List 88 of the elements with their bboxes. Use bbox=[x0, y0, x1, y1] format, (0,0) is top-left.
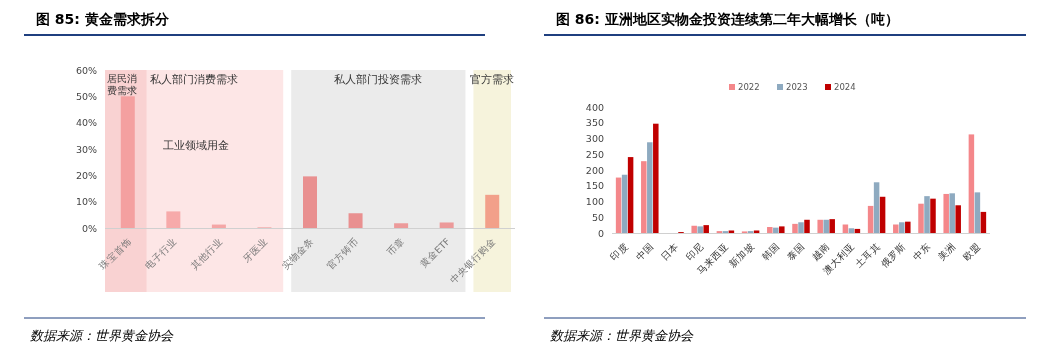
bar bbox=[955, 205, 961, 233]
bar bbox=[703, 225, 709, 233]
bar bbox=[949, 193, 955, 233]
bar bbox=[728, 230, 735, 233]
bar bbox=[974, 192, 981, 233]
bar bbox=[905, 221, 911, 233]
x-tick-label: 中国 bbox=[633, 240, 656, 263]
band-label: 私人部门投资需求 bbox=[334, 73, 423, 85]
bar bbox=[621, 174, 628, 233]
x-tick-label: 韩国 bbox=[759, 240, 782, 263]
y-tick-label: 150 bbox=[585, 180, 604, 192]
legend-label: 2024 bbox=[834, 82, 856, 92]
x-tick-label: 印度 bbox=[608, 240, 631, 263]
y-tick-label: 60% bbox=[75, 64, 97, 76]
bar bbox=[968, 134, 975, 233]
x-tick-label: 官方铸币 bbox=[324, 235, 361, 272]
bar bbox=[792, 223, 798, 233]
bar bbox=[873, 182, 880, 233]
bar bbox=[627, 157, 634, 233]
bar bbox=[120, 96, 135, 228]
x-tick-label: 日本 bbox=[658, 240, 681, 263]
chart-title: 图 85: 黄金需求拆分 bbox=[36, 11, 170, 27]
bar bbox=[166, 211, 181, 228]
bar bbox=[303, 176, 317, 228]
y-tick-label: 250 bbox=[585, 148, 604, 160]
y-tick-label: 20% bbox=[75, 169, 97, 181]
chart-title: 图 86: 亚洲地区实物金投资连续第二年大幅增长（吨） bbox=[556, 11, 899, 27]
y-tick-label: 0% bbox=[81, 222, 97, 234]
bar bbox=[823, 219, 829, 233]
y-tick-label: 200 bbox=[585, 164, 604, 176]
bar bbox=[485, 194, 500, 228]
band-label: 私人部门消费需求 bbox=[150, 73, 239, 85]
bar bbox=[647, 142, 653, 233]
y-tick-label: 50% bbox=[75, 90, 97, 102]
x-tick-label: 美洲 bbox=[935, 240, 958, 263]
x-tick-label: 中东 bbox=[910, 240, 933, 263]
y-tick-label: 10% bbox=[75, 196, 97, 208]
bar bbox=[641, 161, 647, 233]
band-label: 官方需求 bbox=[470, 73, 515, 85]
legend-label: 2023 bbox=[786, 82, 808, 92]
x-tick-label: 欧盟 bbox=[960, 240, 983, 263]
source-note: 数据来源：世界黄金协会 bbox=[30, 328, 174, 343]
bar bbox=[867, 205, 874, 233]
bar bbox=[779, 226, 785, 233]
x-tick-label: 泰国 bbox=[784, 240, 807, 263]
bar bbox=[842, 224, 849, 233]
bar bbox=[653, 123, 659, 233]
bar bbox=[798, 222, 804, 233]
bar bbox=[767, 227, 773, 233]
y-tick-label: 30% bbox=[75, 143, 97, 155]
bar bbox=[899, 222, 905, 233]
x-tick-label: 实物金条 bbox=[279, 235, 316, 272]
bar bbox=[817, 219, 823, 233]
x-tick-label: 币章 bbox=[384, 235, 407, 258]
bar bbox=[879, 196, 886, 233]
bar bbox=[615, 177, 622, 233]
bar bbox=[697, 226, 703, 233]
bar bbox=[348, 213, 363, 228]
bar bbox=[930, 198, 936, 233]
legend-label: 2022 bbox=[738, 82, 760, 92]
x-tick-label: 珠宝首饰 bbox=[97, 235, 134, 272]
bar bbox=[980, 211, 987, 233]
bar bbox=[753, 230, 760, 233]
bar bbox=[943, 193, 949, 233]
annotation: 工业领域用金 bbox=[163, 139, 230, 151]
bar bbox=[804, 219, 810, 233]
bar bbox=[439, 222, 454, 228]
bar bbox=[394, 223, 409, 228]
y-tick-label: 100 bbox=[585, 196, 604, 207]
x-tick-label: 牙医业 bbox=[240, 235, 270, 265]
source-note: 数据来源：世界黄金协会 bbox=[550, 328, 694, 343]
x-tick-label: 电子行业 bbox=[142, 235, 179, 272]
bar bbox=[829, 219, 835, 233]
bar bbox=[773, 227, 779, 233]
band-label: 居民消费需求 bbox=[107, 73, 137, 96]
x-tick-label: 越南 bbox=[809, 240, 832, 263]
bar bbox=[918, 203, 924, 233]
bar bbox=[893, 224, 899, 233]
y-tick-label: 400 bbox=[585, 101, 604, 113]
x-tick-label: 其他行业 bbox=[188, 235, 225, 272]
y-tick-label: 350 bbox=[585, 117, 604, 129]
y-tick-label: 40% bbox=[75, 117, 97, 129]
y-tick-label: 50 bbox=[591, 211, 604, 223]
bar bbox=[848, 228, 855, 233]
bar bbox=[924, 196, 930, 233]
y-tick-label: 0 bbox=[597, 227, 604, 239]
bar bbox=[691, 225, 697, 233]
y-tick-label: 300 bbox=[585, 133, 604, 144]
